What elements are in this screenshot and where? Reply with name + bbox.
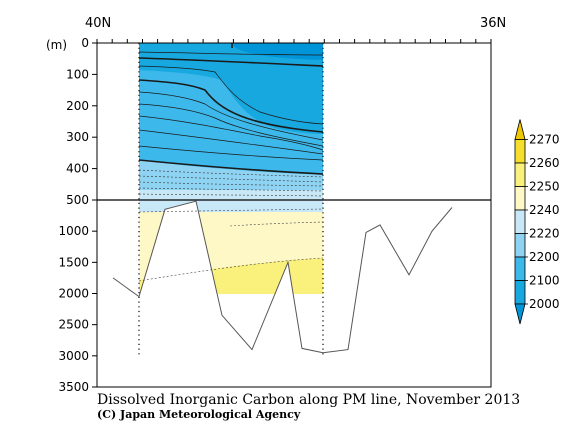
colorbar-label-4: 2220 — [529, 227, 560, 241]
colorbar-max-arrow — [514, 119, 526, 140]
colorbar-segment-5 — [514, 256, 526, 281]
fill-below-2000 — [232, 43, 323, 60]
colorbar-label-3: 2240 — [529, 203, 560, 217]
colorbar: 2270 2260 2250 2240 2220 2200 2100 2000 — [514, 119, 560, 325]
contour-line-2 — [138, 65, 324, 125]
colorbar-label-5: 2200 — [529, 250, 560, 264]
contour-line-0 — [138, 51, 324, 56]
colorbar-segment-3 — [514, 209, 526, 234]
contour-line-7 — [138, 129, 324, 155]
colorbar-label-7: 2000 — [529, 297, 560, 311]
y-tick-label-1: 100 — [66, 67, 89, 81]
lower-section-fill — [139, 200, 323, 387]
y-unit-label: (m) — [46, 38, 67, 52]
y-tick-label-4: 400 — [66, 162, 89, 176]
x-end-label: 36N — [480, 16, 506, 31]
contour-line-6 — [138, 115, 324, 151]
upper-section-fill — [139, 43, 323, 200]
colorbar-label-6: 2100 — [529, 274, 560, 288]
y-tick-label-5: 500 — [66, 193, 89, 207]
contour-line-8 — [138, 145, 324, 161]
contour-lines-lower — [138, 208, 324, 282]
top-tick-marks — [96, 39, 492, 43]
contour-dashed-3 — [138, 187, 324, 192]
contour-line-9 — [138, 159, 324, 175]
x-start-label: 40N — [85, 16, 111, 31]
y-axis: 0 100 200 300 400 500 1000 1500 2000 2500 3000 3500 — [58, 36, 97, 394]
contour-line-3 — [138, 79, 324, 133]
y-tick-label-2: 200 — [66, 99, 89, 113]
y-tick-label-3: 300 — [66, 130, 89, 144]
y-tick-label-8: 2000 — [58, 287, 89, 301]
contour-dashed-4 — [138, 193, 324, 197]
chart-title: Dissolved Inorganic Carbon along PM line… — [97, 392, 520, 408]
bathymetry-line — [112, 200, 453, 354]
contour-lines — [138, 43, 324, 197]
y-tick-label-6: 1000 — [58, 224, 89, 238]
y-tick-label-10: 3000 — [58, 349, 89, 363]
y-tick-label-0: 0 — [81, 36, 89, 50]
contour-line-1 — [138, 57, 324, 67]
colorbar-segment-0 — [514, 139, 526, 164]
contour-dashed-1 — [138, 175, 324, 183]
colorbar-label-0: 2270 — [529, 133, 560, 147]
contour-dashed-0 — [138, 169, 324, 178]
colorbar-label-1: 2260 — [529, 156, 560, 170]
contour-dashed-2 — [138, 181, 324, 187]
contour-line-4 — [138, 91, 324, 141]
credit-text: (C) Japan Meteorological Agency — [97, 408, 301, 421]
y-tick-label-9: 2500 — [58, 318, 89, 332]
y-tick-label-7: 1500 — [58, 255, 89, 269]
colorbar-segment-6 — [514, 280, 526, 305]
colorbar-segment-1 — [514, 162, 526, 187]
seafloor-mask — [139, 201, 323, 387]
colorbar-segment-2 — [514, 186, 526, 211]
y-tick-label-11: 3500 — [58, 380, 89, 394]
station-markers — [138, 43, 324, 355]
contour-line-5 — [138, 103, 324, 147]
colorbar-min-arrow — [514, 303, 526, 325]
contour-lower-2 — [138, 257, 324, 282]
colorbar-label-2: 2250 — [529, 180, 560, 194]
fill-2000-2100 — [139, 43, 323, 134]
contour-lower-1 — [229, 221, 324, 227]
contour-lower-0 — [138, 208, 324, 213]
colorbar-segment-4 — [514, 233, 526, 258]
